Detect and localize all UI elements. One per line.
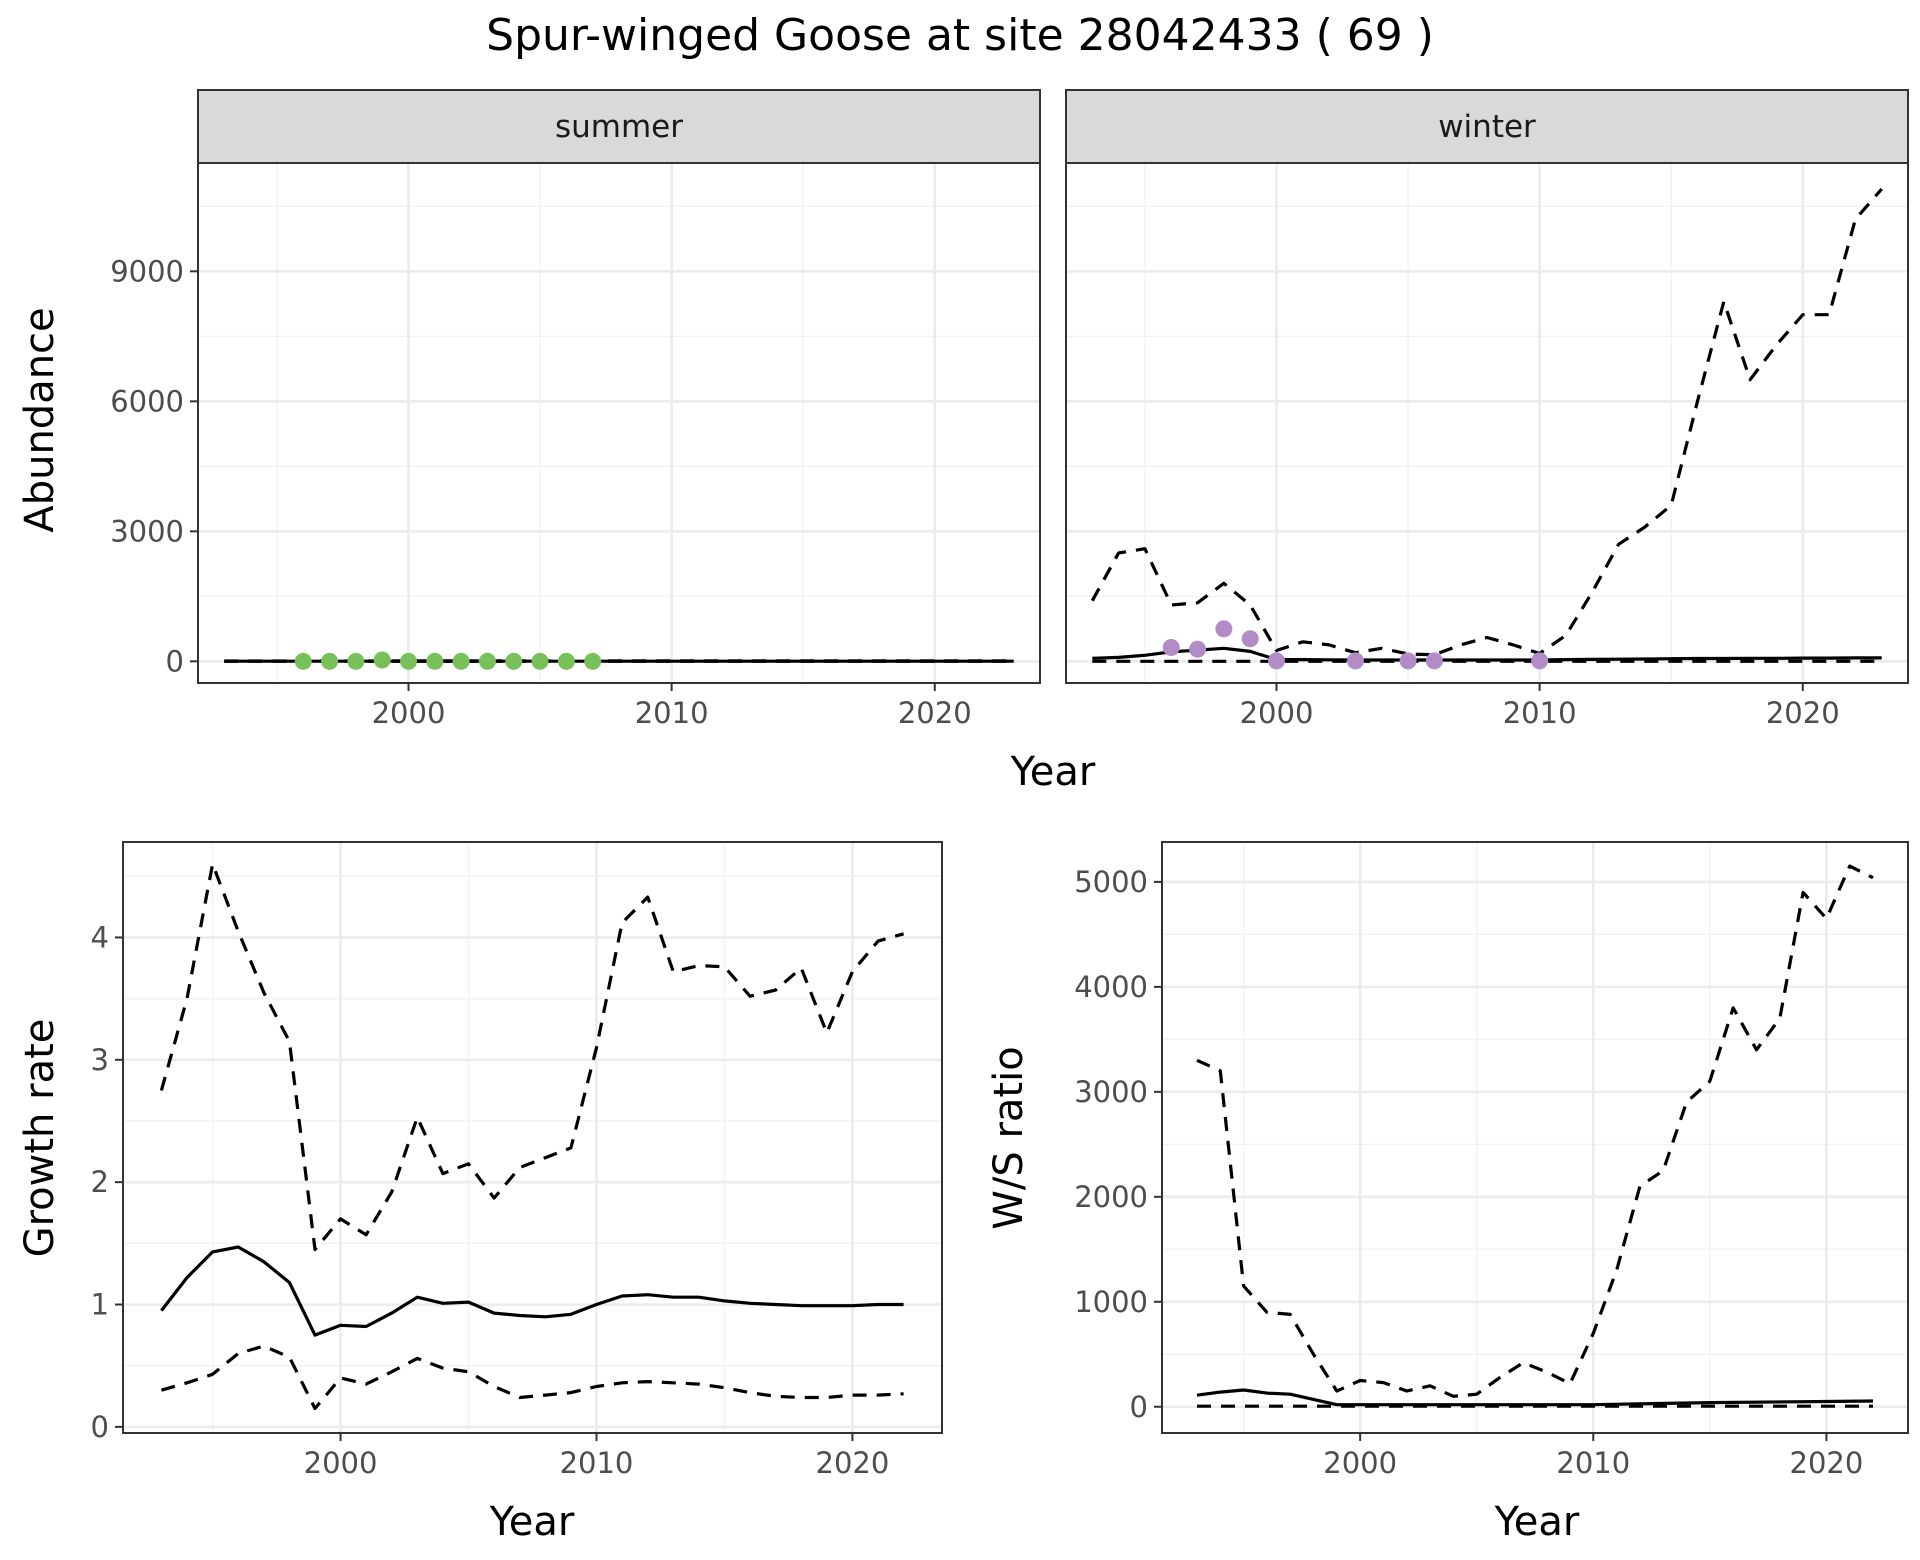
- panel-abundance-summer: summer 2000 2010 2020 0 3000 6000 9000: [110, 89, 1041, 730]
- observed-point: [426, 652, 444, 670]
- y-tick-label: 6000: [110, 384, 184, 418]
- observed-point: [373, 651, 391, 669]
- y-tick-label: 3000: [1074, 1075, 1148, 1109]
- y-tick-label: 0: [91, 1410, 109, 1444]
- x-tick-label: 2010: [1556, 1446, 1630, 1480]
- observed-point: [1268, 652, 1285, 670]
- ws-ratio-y-axis-title: W/S ratio: [986, 1046, 1032, 1229]
- ws-ratio-x-axis-title: Year: [1494, 1499, 1580, 1545]
- observed-point: [400, 652, 417, 670]
- plot-growth-rate: 2000 2010 2020 0 1 2 3 4: [91, 841, 943, 1480]
- plot-abundance-winter: 2000 2010 2020: [1065, 162, 1909, 730]
- x-tick-label: 2020: [1790, 1446, 1864, 1480]
- series-line-ci-upper: [1196, 864, 1874, 1398]
- abundance-y-axis-title: Abundance: [17, 307, 63, 532]
- x-tick-label: 2010: [1503, 696, 1577, 730]
- series-line-estimate: [1196, 1388, 1874, 1407]
- observed-point: [347, 652, 365, 670]
- y-tick-label: 1000: [1074, 1285, 1148, 1319]
- panel-ws-ratio: 2000 2010 2020 0 1000 2000 3000 4000 5000 W/S ra…: [986, 841, 1909, 1545]
- observed-point: [1189, 640, 1207, 658]
- observed-point: [1425, 652, 1443, 670]
- y-tick-label: 2000: [1074, 1180, 1148, 1214]
- y-tick-label: 3: [91, 1043, 109, 1077]
- panel-border: [1065, 162, 1909, 684]
- observed-point: [294, 652, 312, 670]
- strip-summer: [197, 89, 1041, 164]
- observed-point: [1399, 652, 1417, 670]
- y-tick-label: 5000: [1074, 865, 1148, 899]
- x-tick-label: 2020: [1766, 696, 1840, 730]
- observed-point: [1162, 638, 1180, 656]
- plot-ws-ratio: 2000 2010 2020 0 1000 2000 3000 4000 5000: [1074, 841, 1909, 1480]
- panel-border: [122, 841, 943, 1434]
- x-tick-label: 2000: [1240, 696, 1314, 730]
- y-tick-label: 0: [166, 644, 184, 678]
- observed-point: [557, 652, 575, 670]
- series-line-ci-upper: [159, 862, 905, 1252]
- strip-winter: [1065, 89, 1909, 164]
- x-tick-label: 2000: [1323, 1446, 1397, 1480]
- panel-border: [197, 162, 1041, 684]
- observed-point: [452, 652, 470, 670]
- y-tick-label: 0: [1130, 1390, 1148, 1424]
- x-tick-label: 2010: [560, 1446, 634, 1480]
- strip-summer-label: summer: [555, 109, 683, 145]
- growth-rate-y-axis-title: Growth rate: [17, 1019, 63, 1258]
- x-tick-label: 2000: [304, 1446, 378, 1480]
- observed-point: [584, 652, 602, 670]
- observed-point: [321, 652, 339, 670]
- y-tick-label: 1: [91, 1288, 109, 1322]
- y-tick-label: 3000: [110, 514, 184, 548]
- series-line-estimate: [160, 1245, 904, 1337]
- observed-point: [531, 652, 549, 670]
- x-tick-label: 2020: [898, 696, 972, 730]
- observed-point: [1215, 620, 1233, 638]
- observed-point: [1531, 652, 1549, 670]
- series-line-ci-upper: [1090, 187, 1883, 657]
- observed-point: [478, 652, 496, 670]
- y-tick-label: 9000: [110, 254, 184, 288]
- y-tick-label: 4000: [1074, 970, 1148, 1004]
- panel-border: [1161, 841, 1909, 1434]
- abundance-x-axis-title: Year: [1010, 749, 1096, 795]
- panel-abundance-winter: winter 2000 2010 2020: [1065, 89, 1909, 730]
- x-tick-label: 2020: [816, 1446, 890, 1480]
- series-line-ci-lower: [160, 1344, 904, 1411]
- observed-point: [505, 652, 523, 670]
- observed-point: [1346, 652, 1364, 670]
- strip-winter-label: winter: [1438, 109, 1536, 145]
- x-tick-label: 2000: [372, 696, 446, 730]
- y-tick-label: 2: [91, 1165, 109, 1199]
- y-tick-label: 4: [91, 920, 109, 954]
- series-line-estimate: [1092, 646, 1882, 662]
- observed-point: [1241, 630, 1259, 648]
- figure-title: Spur-winged Goose at site 28042433 ( 69 …: [486, 10, 1434, 61]
- plot-abundance-summer: 2000 2010 2020 0 3000 6000 9000: [110, 162, 1041, 730]
- panel-growth-rate: 2000 2010 2020 0 1 2 3 4 Growth rate Year: [17, 841, 943, 1545]
- x-tick-label: 2010: [635, 696, 709, 730]
- growth-rate-x-axis-title: Year: [489, 1499, 575, 1545]
